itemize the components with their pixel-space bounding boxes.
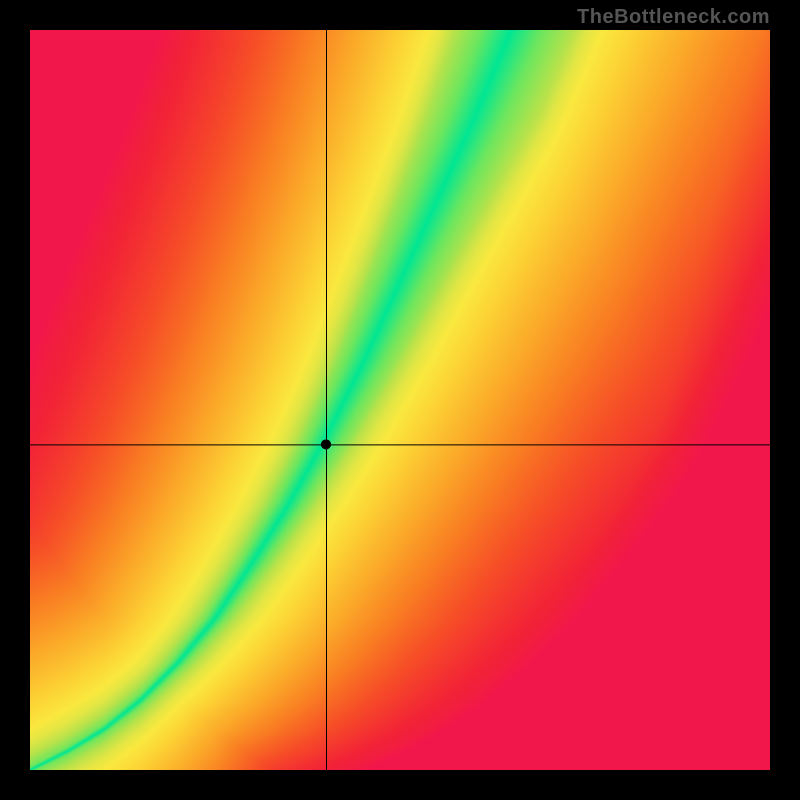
chart-container: TheBottleneck.com	[0, 0, 800, 800]
watermark-text: TheBottleneck.com	[577, 6, 770, 29]
heatmap-canvas	[30, 30, 770, 770]
